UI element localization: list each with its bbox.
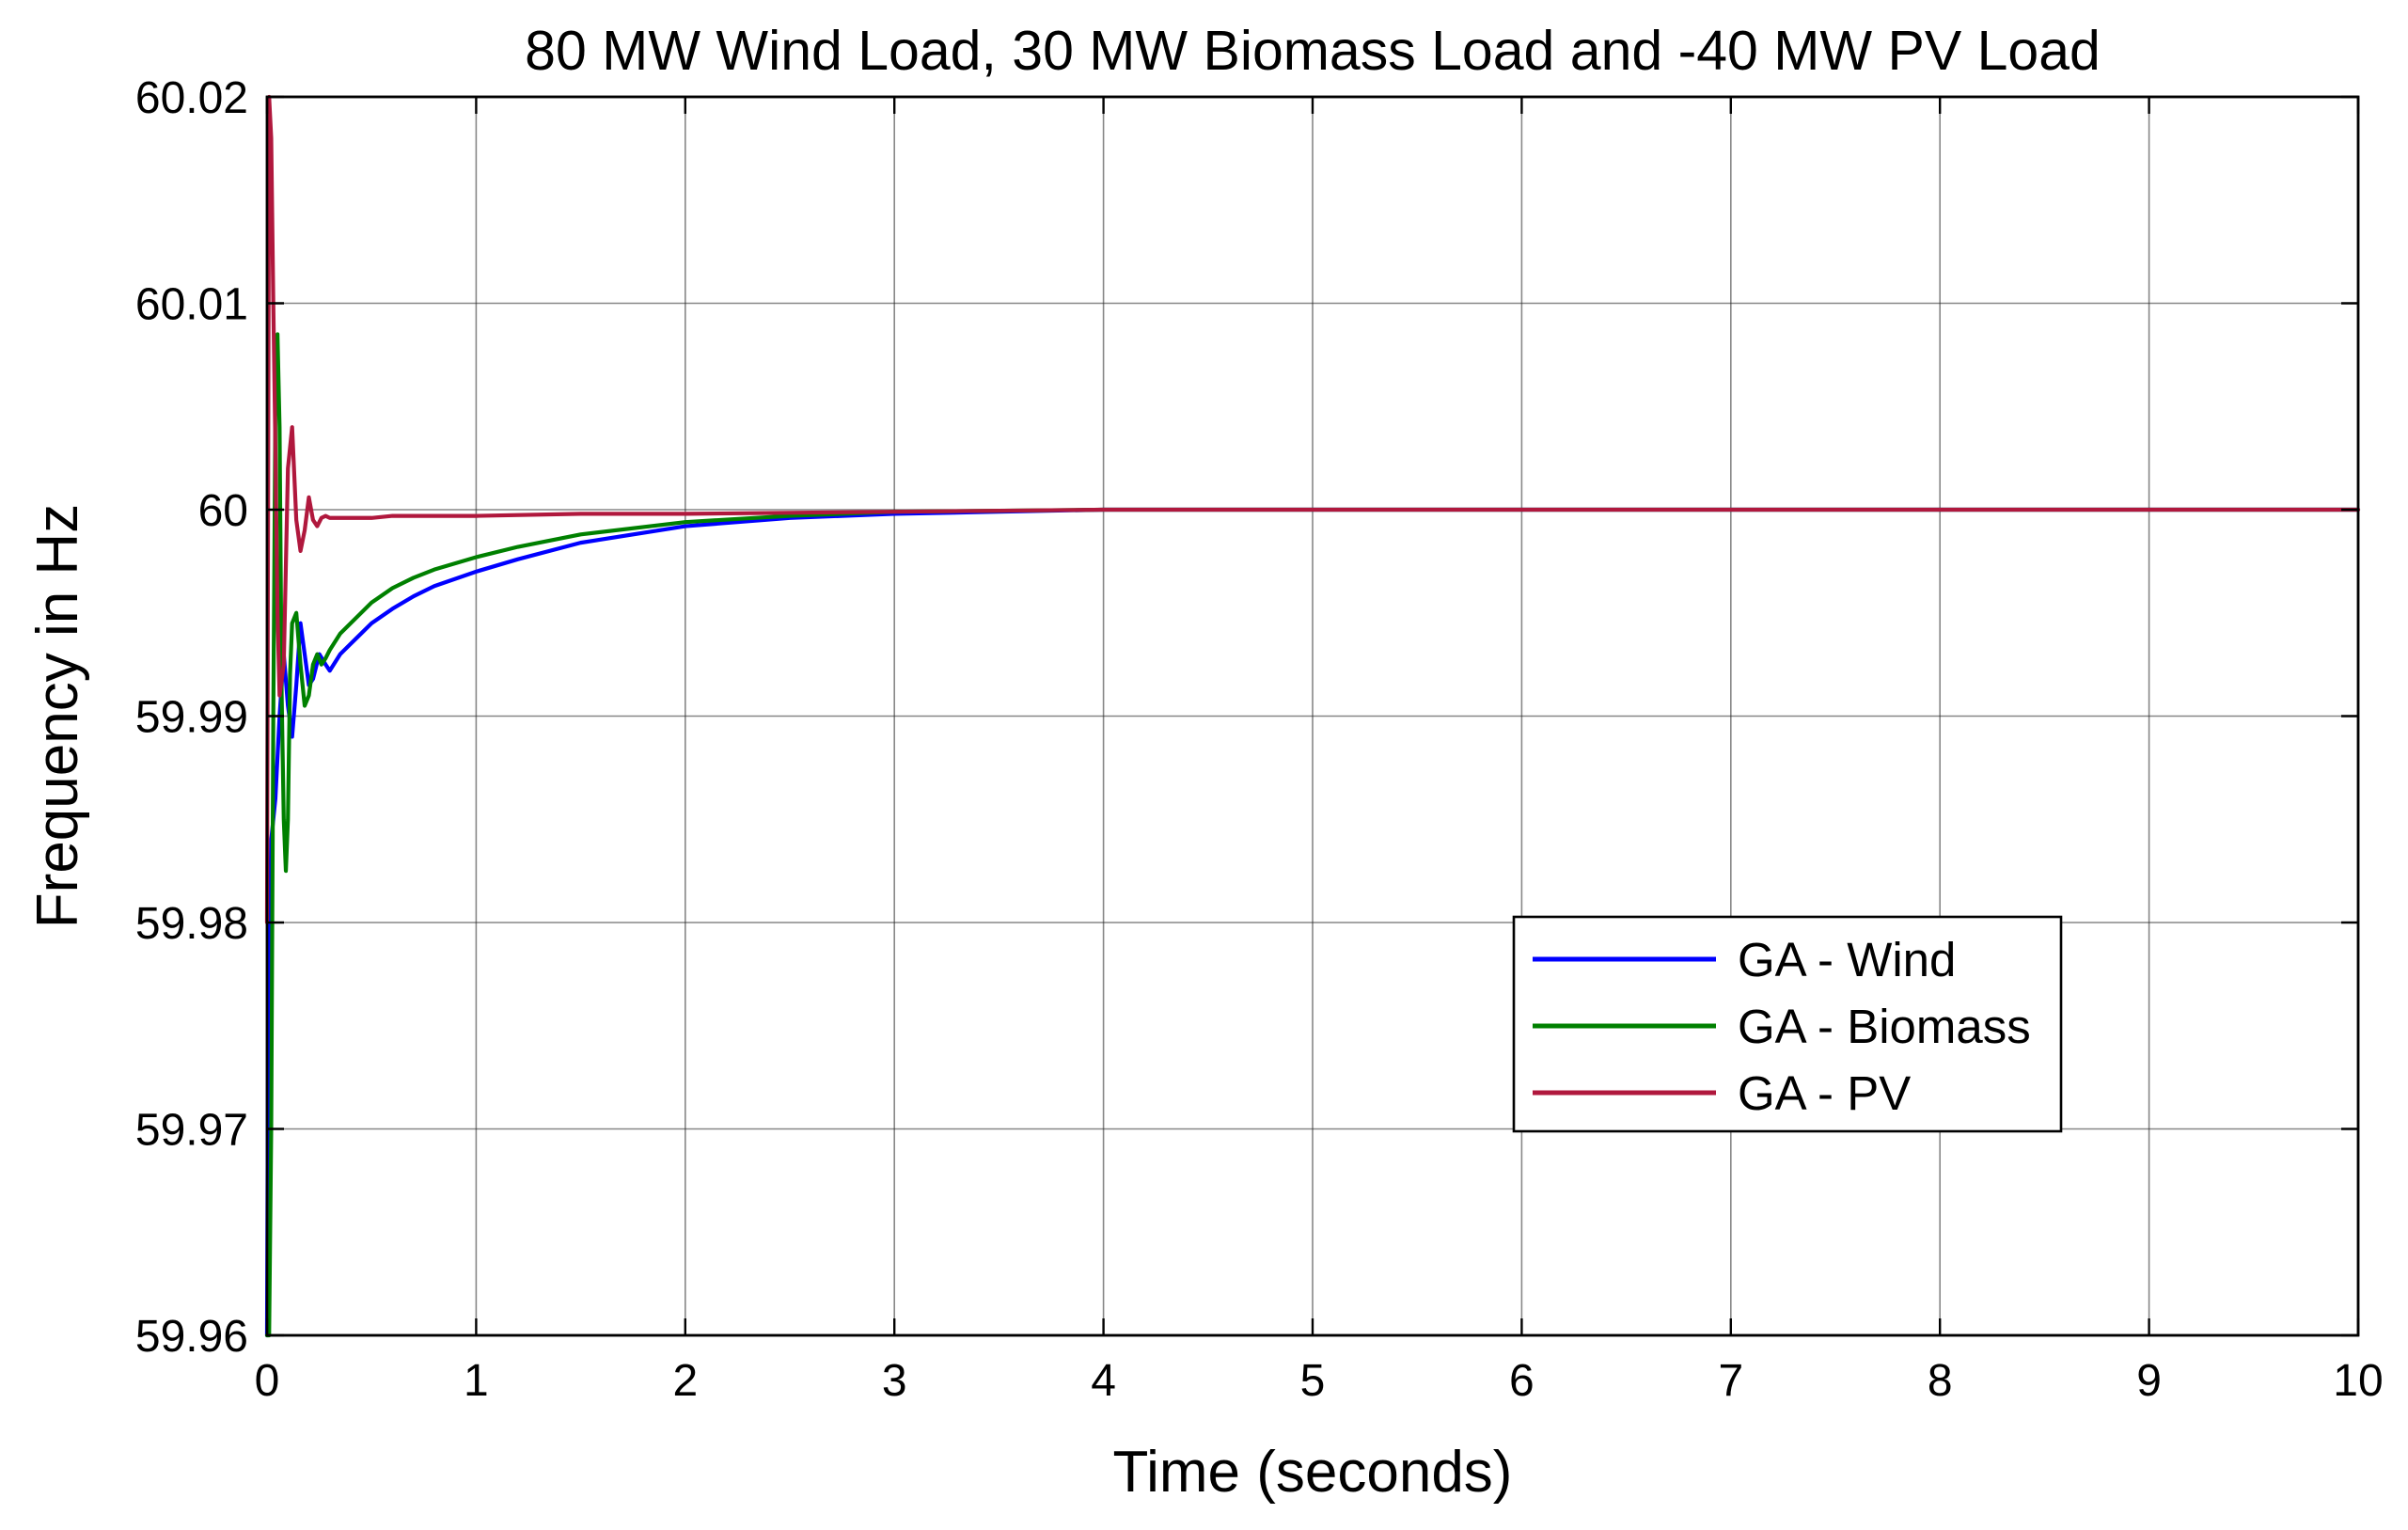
y-tick-label: 60.02 bbox=[135, 73, 248, 123]
y-tick-label: 59.98 bbox=[135, 899, 248, 949]
y-tick-label: 59.97 bbox=[135, 1106, 248, 1156]
x-tick-label: 3 bbox=[882, 1356, 907, 1406]
axis-ticks: 0 1 2 3 4 5 6 7 8 9 10 59.96 59.97 59.98 59.99 60 60.01 6… bbox=[135, 73, 2384, 1406]
x-tick-label: 5 bbox=[1300, 1356, 1326, 1406]
x-tick-label: 8 bbox=[1928, 1356, 1953, 1406]
chart-title: 80 MW Wind Load, 30 MW Biomass Load and … bbox=[525, 20, 2101, 82]
x-tick-label: 6 bbox=[1509, 1356, 1535, 1406]
legend-label: GA - PV bbox=[1738, 1066, 1911, 1120]
legend: GA - Wind GA - Biomass GA - PV bbox=[1512, 915, 2063, 1133]
series-line-ga-pv bbox=[264, 94, 2361, 925]
x-tick-label: 7 bbox=[1718, 1356, 1743, 1406]
plot-border bbox=[265, 95, 2360, 1337]
legend-label: GA - Wind bbox=[1738, 933, 1956, 986]
series-lines bbox=[264, 94, 2361, 1338]
x-tick-label: 1 bbox=[464, 1356, 489, 1406]
legend-label: GA - Biomass bbox=[1738, 1000, 2031, 1053]
x-tick-label: 10 bbox=[2333, 1356, 2383, 1406]
x-axis-label: Time (seconds) bbox=[1113, 1440, 1513, 1505]
y-tick-label: 60.01 bbox=[135, 280, 248, 330]
x-tick-label: 4 bbox=[1091, 1356, 1116, 1406]
x-tick-label: 0 bbox=[255, 1356, 280, 1406]
x-tick-label: 9 bbox=[2136, 1356, 2162, 1406]
y-tick-label: 59.99 bbox=[135, 693, 248, 743]
y-axis-label: Frequency in Hz bbox=[25, 504, 90, 928]
y-tick-label: 60 bbox=[198, 486, 248, 536]
x-tick-label: 2 bbox=[672, 1356, 698, 1406]
y-tick-label: 59.96 bbox=[135, 1312, 248, 1362]
